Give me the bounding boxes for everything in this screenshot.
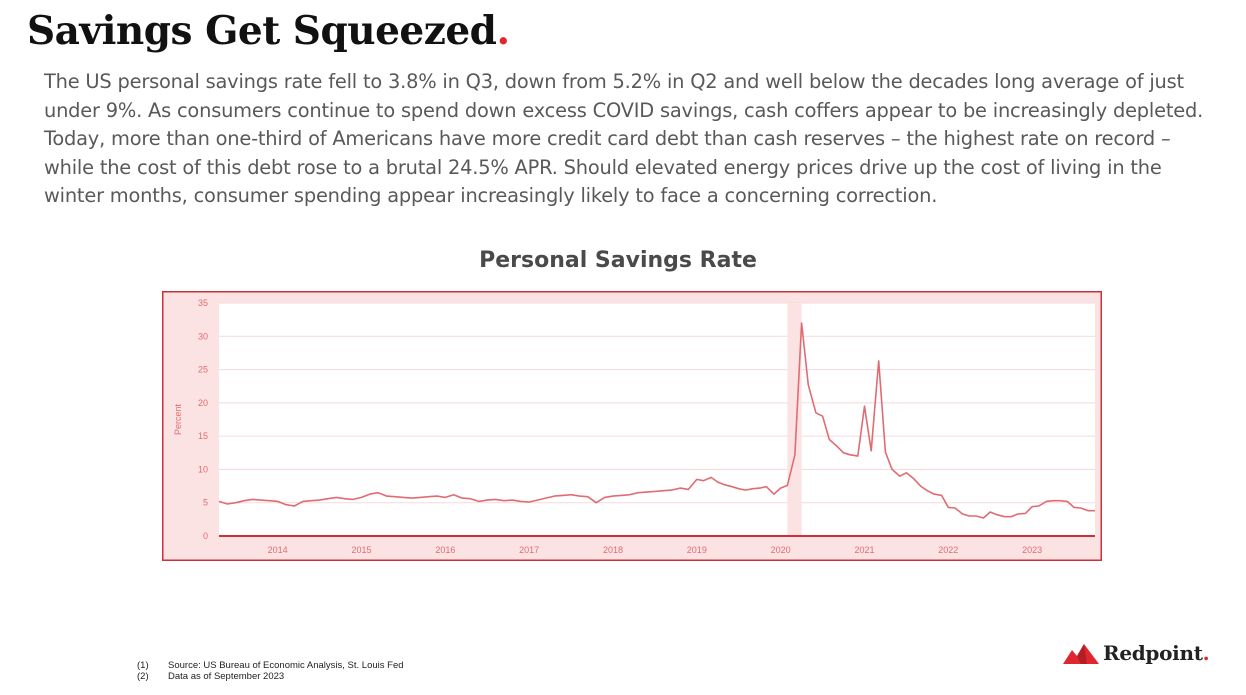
x-tick-label: 2021 [854, 545, 874, 555]
plot-area [219, 303, 1095, 536]
x-tick-label: 2016 [435, 545, 455, 555]
y-tick-label: 10 [198, 464, 208, 474]
redpoint-mountain-icon [1063, 644, 1099, 664]
footnote-2: (2) Data as of September 2023 [137, 671, 404, 682]
logo-dot: . [1202, 641, 1210, 665]
gridlines [219, 302, 1095, 504]
y-tick-label: 5 [203, 498, 208, 508]
x-tick-label: 2018 [603, 545, 623, 555]
footnotes: (1) Source: US Bureau of Economic Analysi… [137, 660, 404, 682]
savings-rate-line [218, 322, 1095, 519]
x-tick-label: 2015 [351, 545, 371, 555]
footnote-2-number: (2) [137, 671, 149, 682]
y-tick-label: 15 [198, 431, 208, 441]
logo-text: Redpoint. [1103, 641, 1210, 665]
chart-title: Personal Savings Rate [479, 248, 757, 273]
footnote-1-text: Source: US Bureau of Economic Analysis, … [168, 660, 404, 671]
x-tick-label: 2017 [519, 545, 539, 555]
x-tick-labels: 2014 2015 2016 2017 2018 2019 2020 2021 2022 2023 [268, 545, 1042, 555]
y-tick-label: 25 [198, 365, 208, 375]
x-tick-label: 2023 [1022, 545, 1042, 555]
footnote-1-number: (1) [137, 660, 149, 671]
redpoint-logo: Redpoint. [1063, 641, 1210, 665]
x-tick-label: 2014 [268, 545, 288, 555]
footnote-2-text: Data as of September 2023 [168, 671, 285, 682]
logo-wordmark: Redpoint [1103, 641, 1203, 665]
page-title: Savings Get Squeezed. [27, 8, 510, 54]
y-tick-label: 0 [203, 531, 208, 541]
page-title-text: Savings Get Squeezed [27, 8, 497, 54]
x-tick-label: 2019 [687, 545, 707, 555]
body-paragraph: The US personal savings rate fell to 3.8… [44, 70, 1204, 207]
y-axis-label: Percent [173, 403, 183, 435]
x-tick-label: 2020 [771, 545, 791, 555]
y-tick-labels: 0 5 10 15 20 25 30 35 [198, 298, 208, 541]
y-tick-label: 20 [198, 398, 208, 408]
y-tick-label: 30 [198, 331, 208, 341]
footnote-1: (1) Source: US Bureau of Economic Analysi… [137, 660, 404, 671]
y-tick-label: 35 [198, 298, 208, 308]
recession-band [787, 303, 802, 536]
title-dot: . [496, 8, 510, 54]
x-tick-label: 2022 [938, 545, 958, 555]
